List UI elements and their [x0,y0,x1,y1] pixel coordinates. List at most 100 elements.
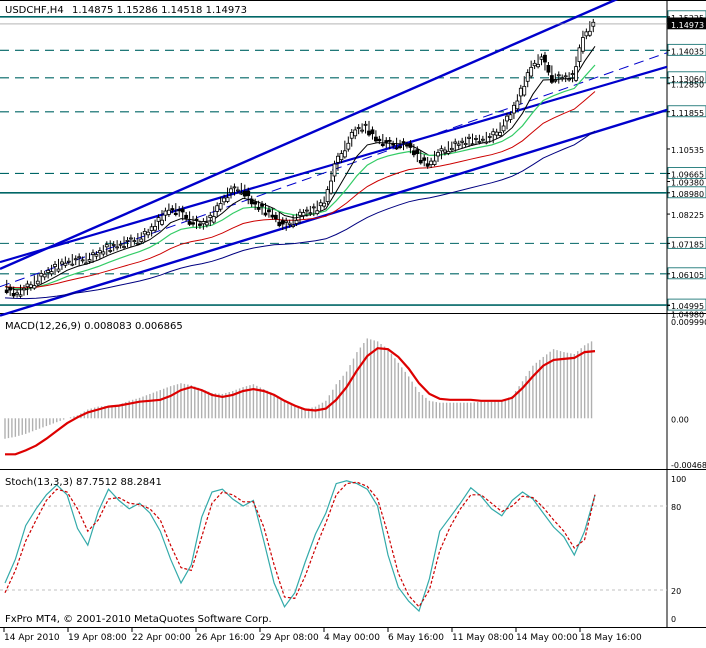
stoch-tick-label: 80 [671,503,681,512]
candle-body [484,141,489,144]
ma-navy-line [4,130,596,300]
price-tick-label: 1.14035 [671,47,704,56]
time-tick-label: 11 May 08:00 [452,633,514,643]
candle-body [443,149,447,153]
candle-body [501,125,506,132]
candle-body [539,56,544,60]
candle-body [94,254,99,257]
candle-body [104,244,109,248]
candle-body [377,138,382,142]
candle-body [515,100,520,110]
candle-body [536,63,540,68]
candle-body [570,73,575,75]
candle-body [242,190,247,197]
candle-body [370,129,375,135]
candle-body [166,209,171,215]
candle-body [28,284,33,288]
candle-body [308,212,313,215]
candle-body [273,214,278,220]
candle-body [87,259,92,262]
candle-body [384,140,389,143]
price-tick-label: 1.04995 [671,302,704,311]
candle-body [232,186,237,189]
candle-body [332,163,337,177]
candle-body [60,261,64,265]
candle-body [35,280,40,285]
candle-body [342,150,347,158]
candle-body [15,292,19,295]
candle-body [387,139,392,142]
candle-body [560,77,565,80]
candle-body [115,246,120,249]
candle-body [156,217,161,222]
candle-body [401,141,406,143]
time-tick-label: 18 May 16:00 [580,633,642,643]
stoch-tick-label: 20 [671,587,681,596]
time-tick-label: 14 Apr 2010 [4,633,60,643]
price-tick-label: 1.08980 [671,190,704,199]
candle-body [315,210,320,215]
macd-tick-label: 0.00 [671,415,689,424]
stoch-panel[interactable] [0,480,667,613]
candle-body [84,262,88,265]
candle-body [325,189,330,202]
candle-body [25,283,30,288]
time-tick-label: 22 Apr 00:00 [132,633,191,643]
time-tick-label: 4 May 00:00 [324,633,380,643]
candle-body [322,202,327,207]
candle-body [398,146,402,148]
candle-body [415,149,420,155]
candle-body [418,159,423,164]
symbol-label: USDCHF,H4 [5,5,64,16]
candle-body [173,212,178,215]
candle-body [235,189,240,192]
candle-body [394,147,399,150]
time-tick-label: 19 Apr 08:00 [68,633,127,643]
candle-body [239,192,244,195]
candle-body [429,160,434,166]
candle-body [204,222,209,226]
price-panel[interactable] [0,0,668,317]
candle-body [467,136,471,139]
candle-body [129,237,133,240]
candle-body [11,292,16,297]
candle-body [270,214,275,218]
candle-body [405,144,409,147]
candle-body [422,157,427,161]
candle-body [494,131,499,136]
macd-panel[interactable] [4,338,596,456]
candle-body [256,207,261,210]
candle-body [177,209,182,212]
candle-body [56,268,61,272]
axes: 1.152251.149731.140351.130601.128501.118… [3,10,706,643]
candle-body [225,197,230,202]
candle-body [391,143,396,146]
candle-body [470,143,475,146]
candle-body [436,152,440,157]
candle-body [287,222,292,225]
time-tick-label: 14 May 00:00 [516,633,578,643]
candle-body [80,259,85,262]
candle-body [305,209,309,212]
candle-body [491,131,496,136]
candle-body [191,222,195,225]
candle-body [267,209,271,213]
price-tick-label: 1.06105 [671,271,704,280]
candle-body [263,212,268,216]
candle-body [260,203,264,207]
candle-body [553,79,558,82]
candle-body [329,180,333,194]
candle-body [146,231,151,236]
candle-body [349,131,354,139]
candle-body [218,203,223,210]
macd-tick-label: 0.009990 [671,318,706,327]
candle-body [512,104,516,114]
candle-body [91,252,95,255]
candle-body [439,148,444,152]
candle-body [211,216,216,223]
macd-title: MACD(12,26,9) 0.008083 0.006865 [5,321,183,332]
candle-body [363,123,368,126]
